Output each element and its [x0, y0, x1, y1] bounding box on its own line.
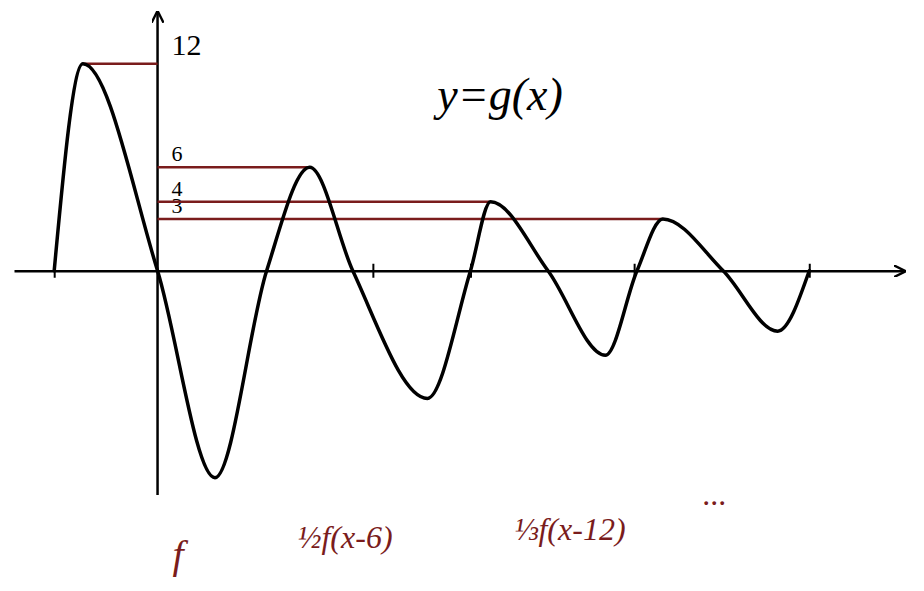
x-axis [15, 264, 905, 278]
x-axis-line [15, 270, 905, 273]
y-axis-line [156, 12, 159, 495]
y-axis: 12643 [158, 12, 202, 495]
y-tick: 12 [172, 28, 202, 61]
guide-line [158, 201, 491, 204]
guide-line [83, 63, 158, 66]
y-tick-label: 12 [172, 28, 202, 61]
plot-area [54, 64, 809, 478]
annotation: f [172, 532, 188, 577]
curve [54, 64, 809, 478]
guide-line [158, 166, 310, 169]
y-tick: 3 [172, 193, 183, 218]
chart: 12643y=g(x)f½f(x-6)⅓f(x-12)... [0, 0, 924, 591]
annotation: ½f(x-6) [297, 519, 392, 555]
x-tick-mark [372, 264, 374, 278]
guide-line [158, 218, 663, 221]
y-tick-label: 3 [172, 193, 183, 218]
annotation: ... [703, 476, 727, 512]
y-tick: 6 [172, 141, 183, 166]
annotation: ⅓f(x-12) [514, 511, 625, 547]
y-tick-label: 6 [172, 141, 183, 166]
title: y=g(x) [433, 69, 563, 120]
x-tick [373, 264, 374, 278]
